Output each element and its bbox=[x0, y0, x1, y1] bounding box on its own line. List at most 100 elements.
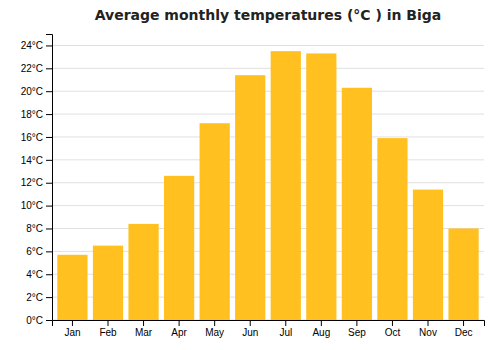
y-tick-mark bbox=[46, 206, 52, 207]
x-tick-mark bbox=[428, 320, 429, 326]
grid-line bbox=[52, 45, 484, 46]
y-tick: 16°C bbox=[21, 132, 52, 143]
y-tick: 22°C bbox=[21, 63, 52, 74]
chart-svg: Jan Feb Mar Apr May Jun Jul Aug Sep Oct Nov Dec 0°C 2… bbox=[0, 0, 500, 350]
y-tick-mark bbox=[46, 114, 52, 115]
bar bbox=[377, 138, 407, 320]
x-tick: Jun bbox=[242, 320, 258, 338]
y-axis: 0°C 2°C 4°C 6°C 8°C 10°C 12°C 14°C 16°C 18°C 20°C 2… bbox=[21, 35, 53, 326]
y-tick: 2°C bbox=[26, 292, 52, 303]
bar bbox=[306, 53, 336, 320]
y-tick-label: 16°C bbox=[21, 132, 43, 143]
grid-line bbox=[52, 136, 484, 137]
x-tick-mark bbox=[143, 320, 144, 326]
bar bbox=[57, 255, 87, 320]
x-tick: Sep bbox=[348, 320, 366, 338]
x-tick-label: Mar bbox=[135, 327, 153, 338]
y-tick: 4°C bbox=[26, 269, 52, 280]
x-tick-mark bbox=[285, 320, 286, 326]
x-tick: Nov bbox=[419, 320, 437, 338]
x-tick: Aug bbox=[312, 320, 330, 338]
y-tick-label: 2°C bbox=[26, 292, 43, 303]
title: Average monthly temperatures (°C ) in Bi… bbox=[95, 7, 442, 23]
x-tick-mark bbox=[108, 320, 109, 326]
x-tick: May bbox=[205, 320, 224, 338]
y-tick-mark bbox=[46, 160, 52, 161]
x-tick-mark bbox=[250, 320, 251, 326]
y-tick-label: 12°C bbox=[21, 177, 43, 188]
x-tick-mark bbox=[356, 320, 357, 326]
x-tick-mark bbox=[321, 320, 322, 326]
y-tick-mark bbox=[46, 297, 52, 298]
x-tick: Jul bbox=[279, 320, 292, 338]
x-tick: Oct bbox=[385, 320, 401, 338]
y-tick: 12°C bbox=[21, 177, 52, 188]
y-tick-label: 14°C bbox=[21, 155, 43, 166]
bar bbox=[413, 190, 443, 320]
x-tick-label: Dec bbox=[455, 327, 473, 338]
bar bbox=[448, 228, 478, 320]
grid-line bbox=[52, 159, 484, 160]
grid-line bbox=[52, 68, 484, 69]
x-tick-mark bbox=[179, 320, 180, 326]
y-tick: 20°C bbox=[21, 86, 52, 97]
y-tick-mark bbox=[46, 68, 52, 69]
x-tick-label: Oct bbox=[385, 327, 401, 338]
x-tick: Mar bbox=[135, 320, 153, 338]
x-tick-label: Jan bbox=[64, 327, 80, 338]
x-tick: Apr bbox=[171, 320, 187, 338]
x-tick-mark bbox=[463, 320, 464, 326]
x-tick-label: Jun bbox=[242, 327, 258, 338]
x-axis-line bbox=[53, 321, 485, 327]
x-tick-label: Sep bbox=[348, 327, 366, 338]
y-tick-label: 0°C bbox=[26, 315, 43, 326]
y-tick-label: 8°C bbox=[26, 223, 43, 234]
y-tick-label: 24°C bbox=[21, 40, 43, 51]
bar bbox=[342, 88, 372, 320]
y-tick: 6°C bbox=[26, 246, 52, 257]
x-tick-mark bbox=[392, 320, 393, 326]
y-tick: 24°C bbox=[21, 40, 52, 51]
x-tick-mark bbox=[72, 320, 73, 326]
y-tick-mark bbox=[46, 274, 52, 275]
x-tick-label: Jul bbox=[279, 327, 292, 338]
y-tick-label: 6°C bbox=[26, 246, 43, 257]
x-tick-mark bbox=[214, 320, 215, 326]
y-tick-label: 4°C bbox=[26, 269, 43, 280]
x-axis: Jan Feb Mar Apr May Jun Jul Aug Sep Oct Nov Dec bbox=[53, 320, 485, 338]
grid-line bbox=[52, 114, 484, 115]
y-tick-mark bbox=[46, 91, 52, 92]
bar bbox=[235, 75, 265, 320]
y-tick: 14°C bbox=[21, 155, 52, 166]
x-tick-label: Nov bbox=[419, 327, 437, 338]
bar bbox=[128, 224, 158, 320]
y-tick-mark bbox=[46, 228, 52, 229]
y-tick-mark bbox=[46, 45, 52, 46]
y-tick-label: 18°C bbox=[21, 109, 43, 120]
chart-container: Jan Feb Mar Apr May Jun Jul Aug Sep Oct Nov Dec 0°C 2… bbox=[0, 0, 500, 350]
plot-area: Jan Feb Mar Apr May Jun Jul Aug Sep Oct Nov Dec 0°C 2… bbox=[21, 35, 485, 339]
y-axis-line bbox=[46, 35, 53, 321]
grid-line bbox=[52, 182, 484, 183]
x-tick: Dec bbox=[455, 320, 473, 338]
x-tick: Jan bbox=[64, 320, 80, 338]
y-tick-mark bbox=[46, 137, 52, 138]
x-tick-label: Aug bbox=[312, 327, 330, 338]
x-tick-label: Apr bbox=[171, 327, 187, 338]
y-tick-label: 10°C bbox=[21, 200, 43, 211]
y-tick: 8°C bbox=[26, 223, 52, 234]
bar bbox=[164, 176, 194, 320]
y-tick-label: 20°C bbox=[21, 86, 43, 97]
x-tick-label: May bbox=[205, 327, 224, 338]
y-tick: 10°C bbox=[21, 200, 52, 211]
y-tick-mark bbox=[46, 183, 52, 184]
y-tick-mark bbox=[46, 251, 52, 252]
x-tick-label: Feb bbox=[99, 327, 117, 338]
bar bbox=[271, 51, 301, 320]
x-tick: Feb bbox=[99, 320, 117, 338]
y-tick-mark bbox=[46, 320, 52, 321]
bars bbox=[57, 51, 478, 320]
grid bbox=[52, 45, 484, 320]
y-tick: 0°C bbox=[26, 315, 52, 326]
y-tick: 18°C bbox=[21, 109, 52, 120]
